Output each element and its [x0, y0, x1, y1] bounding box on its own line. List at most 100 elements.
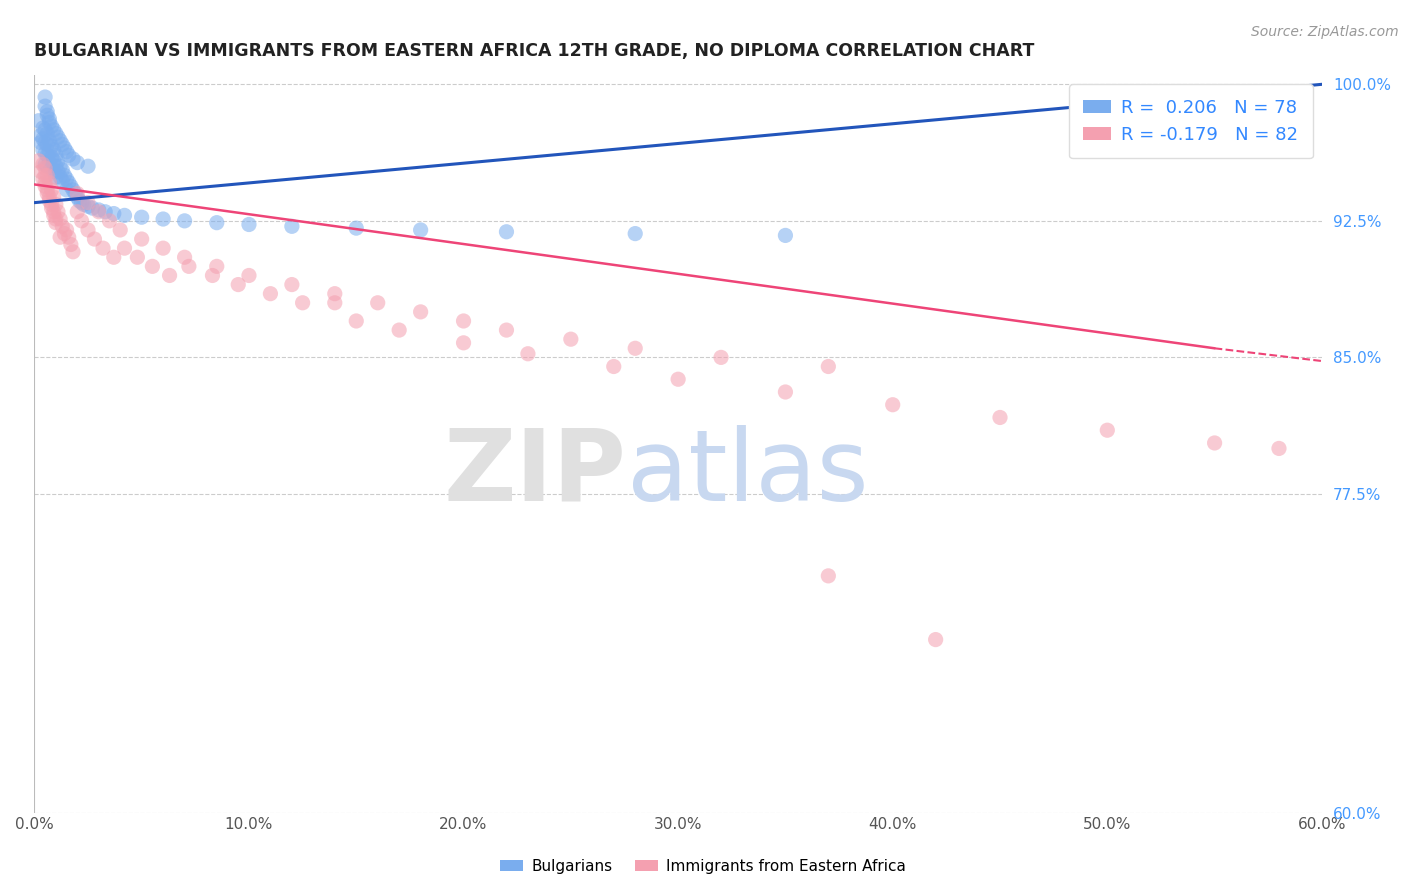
Point	[103, 206, 125, 220]
Point	[49, 170, 72, 185]
Point	[51, 137, 73, 152]
Point	[45, 216, 67, 230]
Point	[37, 159, 59, 173]
Point	[173, 250, 195, 264]
Point	[114, 208, 136, 222]
Point	[159, 268, 181, 283]
Point	[28, 113, 51, 128]
Point	[30, 136, 52, 150]
Point	[34, 157, 56, 171]
Point	[127, 250, 149, 264]
Point	[34, 123, 56, 137]
Point	[45, 159, 67, 173]
Point	[924, 632, 946, 647]
Point	[63, 186, 86, 201]
Point	[281, 219, 304, 234]
Point	[53, 141, 76, 155]
Point	[46, 130, 69, 145]
Point	[1097, 423, 1119, 437]
Point	[49, 230, 72, 244]
Point	[73, 197, 96, 211]
Point	[37, 183, 59, 197]
Point	[41, 197, 63, 211]
Point	[775, 228, 797, 243]
Point	[59, 237, 82, 252]
Point	[516, 347, 538, 361]
Point	[34, 90, 56, 104]
Point	[238, 218, 260, 232]
Point	[49, 134, 72, 148]
Text: ZIP: ZIP	[444, 425, 627, 522]
Point	[1268, 442, 1291, 456]
Point	[41, 161, 63, 175]
Point	[495, 225, 517, 239]
Point	[51, 174, 73, 188]
Point	[259, 286, 281, 301]
Point	[37, 186, 59, 201]
Point	[51, 162, 73, 177]
Point	[37, 137, 59, 152]
Point	[70, 214, 93, 228]
Point	[49, 159, 72, 173]
Point	[141, 260, 163, 274]
Point	[344, 314, 367, 328]
Point	[103, 250, 125, 264]
Text: Source: ZipAtlas.com: Source: ZipAtlas.com	[1251, 25, 1399, 39]
Point	[46, 164, 69, 178]
Point	[91, 241, 114, 255]
Point	[453, 335, 475, 350]
Point	[55, 145, 77, 159]
Point	[201, 268, 224, 283]
Point	[173, 214, 195, 228]
Point	[55, 183, 77, 197]
Point	[37, 108, 59, 122]
Point	[775, 384, 797, 399]
Point	[62, 244, 84, 259]
Point	[62, 183, 84, 197]
Point	[66, 204, 89, 219]
Point	[495, 323, 517, 337]
Point	[409, 223, 432, 237]
Point	[46, 204, 69, 219]
Point	[58, 148, 80, 162]
Point	[988, 410, 1011, 425]
Point	[34, 161, 56, 175]
Point	[98, 214, 121, 228]
Point	[34, 136, 56, 150]
Point	[817, 359, 839, 374]
Point	[66, 186, 89, 201]
Point	[367, 295, 389, 310]
Point	[38, 176, 60, 190]
Point	[34, 169, 56, 183]
Point	[624, 341, 647, 355]
Point	[34, 176, 56, 190]
Point	[226, 277, 249, 292]
Point	[30, 128, 52, 143]
Point	[41, 139, 63, 153]
Point	[34, 179, 56, 194]
Point	[114, 241, 136, 255]
Point	[28, 153, 51, 168]
Point	[46, 153, 69, 168]
Point	[42, 164, 65, 178]
Point	[32, 132, 55, 146]
Text: atlas: atlas	[627, 425, 869, 522]
Point	[42, 204, 65, 219]
Point	[205, 216, 228, 230]
Point	[38, 194, 60, 208]
Point	[32, 172, 55, 186]
Point	[42, 153, 65, 168]
Point	[666, 372, 689, 386]
Point	[32, 143, 55, 157]
Point	[59, 179, 82, 194]
Legend: R =  0.206   N = 78, R = -0.179   N = 82: R = 0.206 N = 78, R = -0.179 N = 82	[1069, 84, 1313, 158]
Point	[37, 104, 59, 119]
Point	[45, 148, 67, 162]
Point	[94, 204, 117, 219]
Point	[55, 223, 77, 237]
Point	[82, 201, 104, 215]
Point	[323, 295, 346, 310]
Point	[67, 194, 90, 208]
Point	[66, 190, 89, 204]
Point	[32, 157, 55, 171]
